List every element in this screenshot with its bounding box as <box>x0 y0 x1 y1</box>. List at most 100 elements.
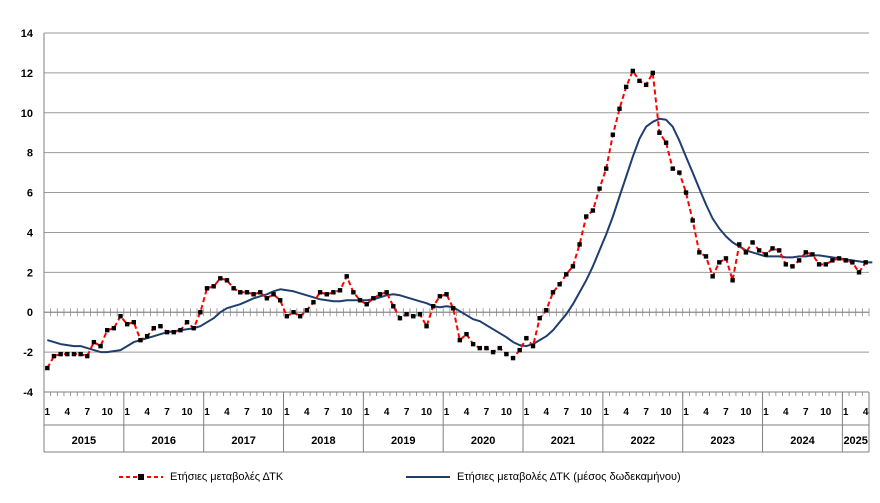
cpi-point <box>404 312 409 317</box>
cpi-point <box>297 314 303 319</box>
cpi-point <box>457 337 463 343</box>
cpi-point <box>178 327 183 333</box>
cpi-point <box>324 292 329 297</box>
cpi-point <box>351 290 356 295</box>
cpi-point <box>384 290 389 295</box>
cpi-point <box>144 333 150 339</box>
cpi-point <box>610 132 616 137</box>
month-tick-label: 1 <box>284 407 290 418</box>
cpi-point <box>623 84 629 90</box>
y-tick-label: 12 <box>21 68 33 80</box>
cpi-point <box>836 256 842 261</box>
cpi-point <box>677 170 682 175</box>
cpi-point <box>377 292 383 297</box>
cpi-point <box>264 296 270 301</box>
cpi-point <box>856 270 862 275</box>
cpi-point <box>843 258 848 263</box>
cpi-point <box>411 314 416 319</box>
y-tick-label: -4 <box>23 387 34 399</box>
cpi-point <box>311 300 316 305</box>
cpi-point <box>670 166 675 171</box>
month-tick-label: 4 <box>623 407 629 418</box>
y-tick-label: 2 <box>27 267 33 279</box>
month-tick-label: 4 <box>464 407 470 418</box>
month-tick-label: 1 <box>444 407 450 418</box>
month-tick-label: 7 <box>803 407 809 418</box>
cpi-point <box>198 310 203 315</box>
month-tick-label: 10 <box>261 407 273 418</box>
cpi-point <box>796 258 802 263</box>
year-label: 2020 <box>471 435 495 447</box>
month-tick-label: 4 <box>65 407 71 418</box>
cpi-point <box>78 351 83 357</box>
cpi-point <box>703 254 709 259</box>
cpi-point <box>743 250 749 255</box>
cpi-point <box>577 242 582 247</box>
cpi-point <box>637 78 642 84</box>
month-tick-label: 4 <box>544 407 550 418</box>
cpi-point <box>244 290 250 295</box>
cpi-point <box>337 288 343 293</box>
cpi-point <box>331 290 336 295</box>
month-tick-label: 1 <box>843 407 849 418</box>
cpi-point <box>657 130 662 135</box>
cpi-point <box>557 282 562 287</box>
cpi-point <box>444 292 449 297</box>
cpi-point <box>537 316 542 321</box>
year-label: 2025 <box>843 435 867 447</box>
cpi-point <box>763 252 769 257</box>
cpi-point <box>823 262 828 267</box>
month-tick-label: 4 <box>863 407 869 418</box>
cpi-point <box>510 355 516 361</box>
month-tick-label: 4 <box>384 407 390 418</box>
cpi-point <box>124 321 130 327</box>
cpi-point <box>770 246 775 251</box>
month-tick-label: 1 <box>683 407 689 418</box>
month-tick-label: 7 <box>84 407 90 418</box>
cpi-point <box>417 312 423 317</box>
cpi-point <box>317 290 323 295</box>
cpi-point <box>45 365 50 371</box>
month-tick-label: 1 <box>124 407 130 418</box>
y-axis: 14 12 10 8 6 4 2 0 -2 -4 <box>21 28 45 452</box>
cpi-point <box>730 278 735 283</box>
cpi-point <box>437 294 443 299</box>
month-tick-label: 7 <box>723 407 729 418</box>
year-label: 2018 <box>311 435 335 447</box>
cpi-point <box>530 343 536 349</box>
cpi-point <box>697 250 702 255</box>
x-axis: 1 4 7 10 1 4 7 10 1 4 7 10 1 4 7 10 1 4 7 10 1 4 7 10 1 4 7 10 1 4 7 10… <box>43 391 870 453</box>
cpi-point <box>58 351 63 357</box>
cpi-point <box>810 252 815 257</box>
y-tick-label: 8 <box>27 148 33 160</box>
average-series <box>47 117 873 354</box>
cpi-point <box>184 319 190 325</box>
year-label: 2017 <box>231 435 255 447</box>
cpi-point <box>790 264 795 269</box>
cpi-point <box>524 335 529 341</box>
cpi-point <box>690 218 695 223</box>
month-tick-label: 4 <box>783 407 789 418</box>
cpi-point <box>630 68 636 74</box>
cpi-point <box>397 316 403 321</box>
month-tick-label: 4 <box>144 407 150 418</box>
cpi-point <box>584 214 589 219</box>
cpi-point <box>251 292 256 297</box>
cpi-point <box>284 314 290 319</box>
month-tick-label: 1 <box>603 407 609 418</box>
year-label: 2015 <box>72 435 96 447</box>
month-tick-label: 7 <box>404 407 410 418</box>
cpi-point <box>204 286 210 291</box>
cpi-point <box>710 274 715 279</box>
cpi-point <box>490 349 496 355</box>
month-tick-label: 1 <box>204 407 210 418</box>
month-tick-label: 10 <box>740 407 752 418</box>
cpi-point <box>218 276 223 281</box>
cpi-point <box>750 240 755 245</box>
cpi-point <box>51 353 57 359</box>
legend-swatch-solid-blue <box>406 476 450 478</box>
cpi-point <box>564 272 569 277</box>
cpi-point <box>158 323 163 329</box>
cpi-point <box>277 298 283 303</box>
cpi-point <box>737 242 742 247</box>
